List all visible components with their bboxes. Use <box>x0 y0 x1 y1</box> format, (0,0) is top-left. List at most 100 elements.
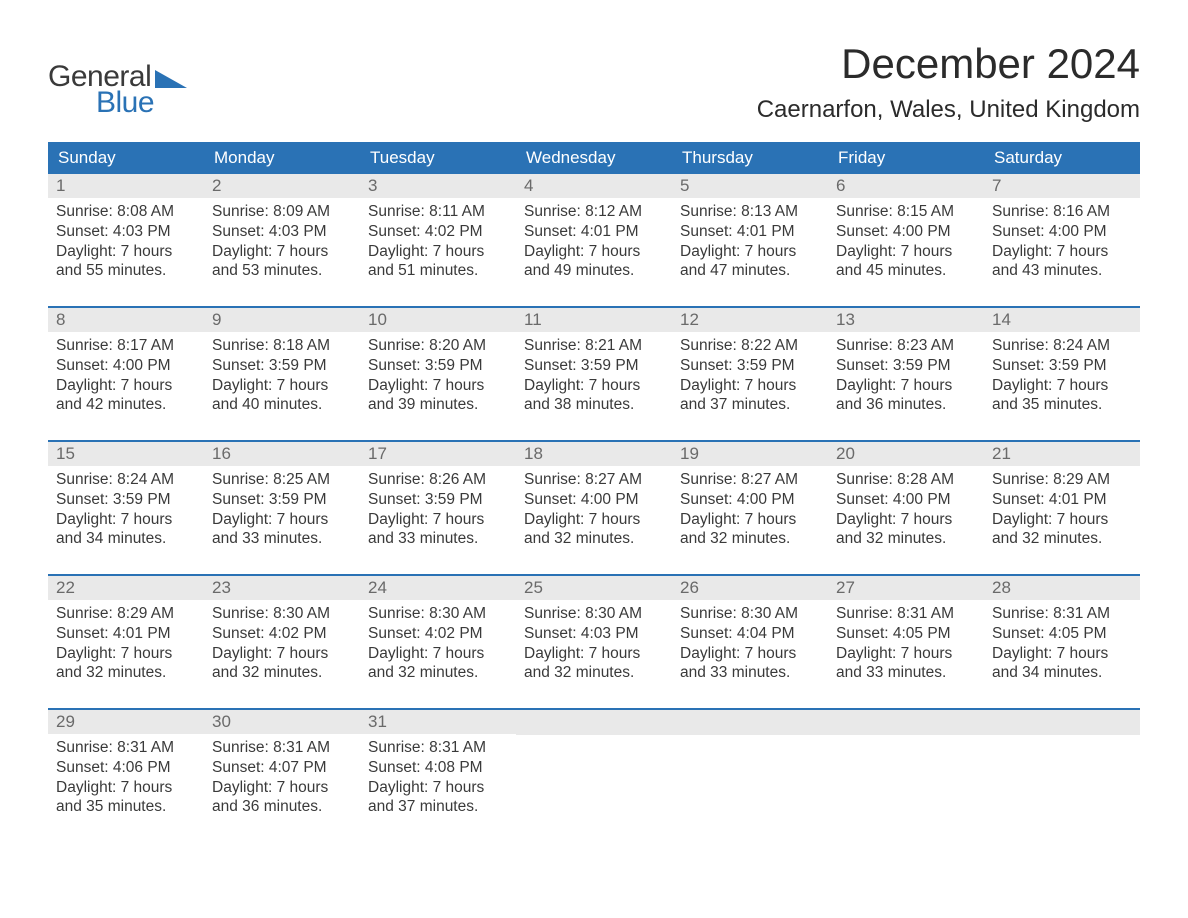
day-cell: 19Sunrise: 8:27 AMSunset: 4:00 PMDayligh… <box>672 442 828 560</box>
day-body: Sunrise: 8:31 AMSunset: 4:05 PMDaylight:… <box>984 600 1140 683</box>
daylight-text-2: and 32 minutes. <box>212 663 352 683</box>
day-body: Sunrise: 8:30 AMSunset: 4:02 PMDaylight:… <box>360 600 516 683</box>
sunrise-text: Sunrise: 8:17 AM <box>56 336 196 356</box>
daylight-text-1: Daylight: 7 hours <box>524 510 664 530</box>
daylight-text-2: and 33 minutes. <box>368 529 508 549</box>
daylight-text-2: and 35 minutes. <box>56 797 196 817</box>
day-cell: 28Sunrise: 8:31 AMSunset: 4:05 PMDayligh… <box>984 576 1140 694</box>
sunrise-text: Sunrise: 8:20 AM <box>368 336 508 356</box>
sunrise-text: Sunrise: 8:27 AM <box>524 470 664 490</box>
day-body: Sunrise: 8:16 AMSunset: 4:00 PMDaylight:… <box>984 198 1140 281</box>
day-body: Sunrise: 8:22 AMSunset: 3:59 PMDaylight:… <box>672 332 828 415</box>
day-body: Sunrise: 8:24 AMSunset: 3:59 PMDaylight:… <box>48 466 204 549</box>
daylight-text-2: and 51 minutes. <box>368 261 508 281</box>
sunset-text: Sunset: 4:00 PM <box>992 222 1132 242</box>
sunset-text: Sunset: 4:06 PM <box>56 758 196 778</box>
daylight-text-2: and 35 minutes. <box>992 395 1132 415</box>
day-number: 2 <box>204 174 360 198</box>
daylight-text-1: Daylight: 7 hours <box>992 510 1132 530</box>
day-body: Sunrise: 8:27 AMSunset: 4:00 PMDaylight:… <box>516 466 672 549</box>
location: Caernarfon, Wales, United Kingdom <box>757 96 1140 124</box>
day-body: Sunrise: 8:13 AMSunset: 4:01 PMDaylight:… <box>672 198 828 281</box>
dayheader-monday: Monday <box>204 142 360 174</box>
sunset-text: Sunset: 3:59 PM <box>836 356 976 376</box>
week-row: 29Sunrise: 8:31 AMSunset: 4:06 PMDayligh… <box>48 708 1140 828</box>
sunset-text: Sunset: 4:03 PM <box>524 624 664 644</box>
day-cell: 1Sunrise: 8:08 AMSunset: 4:03 PMDaylight… <box>48 174 204 292</box>
sunset-text: Sunset: 3:59 PM <box>212 356 352 376</box>
dayheader-tuesday: Tuesday <box>360 142 516 174</box>
sunrise-text: Sunrise: 8:31 AM <box>212 738 352 758</box>
daylight-text-2: and 33 minutes. <box>680 663 820 683</box>
daylight-text-1: Daylight: 7 hours <box>524 376 664 396</box>
title-block: December 2024 Caernarfon, Wales, United … <box>757 40 1140 124</box>
daylight-text-1: Daylight: 7 hours <box>680 510 820 530</box>
daylight-text-1: Daylight: 7 hours <box>836 644 976 664</box>
day-number: 7 <box>984 174 1140 198</box>
sunrise-text: Sunrise: 8:11 AM <box>368 202 508 222</box>
day-body: Sunrise: 8:23 AMSunset: 3:59 PMDaylight:… <box>828 332 984 415</box>
day-number: 28 <box>984 576 1140 600</box>
sunrise-text: Sunrise: 8:21 AM <box>524 336 664 356</box>
sunrise-text: Sunrise: 8:16 AM <box>992 202 1132 222</box>
day-body: Sunrise: 8:31 AMSunset: 4:07 PMDaylight:… <box>204 734 360 817</box>
daylight-text-2: and 38 minutes. <box>524 395 664 415</box>
daylight-text-2: and 36 minutes. <box>836 395 976 415</box>
daylight-text-2: and 49 minutes. <box>524 261 664 281</box>
sunrise-text: Sunrise: 8:25 AM <box>212 470 352 490</box>
day-number: 19 <box>672 442 828 466</box>
sunset-text: Sunset: 4:08 PM <box>368 758 508 778</box>
empty-daynum-bar <box>516 710 672 735</box>
sunset-text: Sunset: 4:01 PM <box>992 490 1132 510</box>
daylight-text-1: Daylight: 7 hours <box>368 510 508 530</box>
day-body: Sunrise: 8:30 AMSunset: 4:04 PMDaylight:… <box>672 600 828 683</box>
sunrise-text: Sunrise: 8:24 AM <box>992 336 1132 356</box>
week-row: 22Sunrise: 8:29 AMSunset: 4:01 PMDayligh… <box>48 574 1140 694</box>
day-cell: 4Sunrise: 8:12 AMSunset: 4:01 PMDaylight… <box>516 174 672 292</box>
sunrise-text: Sunrise: 8:31 AM <box>836 604 976 624</box>
sunset-text: Sunset: 4:02 PM <box>368 222 508 242</box>
daylight-text-2: and 47 minutes. <box>680 261 820 281</box>
daylight-text-1: Daylight: 7 hours <box>368 644 508 664</box>
daylight-text-1: Daylight: 7 hours <box>836 510 976 530</box>
day-cell: 2Sunrise: 8:09 AMSunset: 4:03 PMDaylight… <box>204 174 360 292</box>
sunrise-text: Sunrise: 8:29 AM <box>56 604 196 624</box>
day-number: 3 <box>360 174 516 198</box>
sunrise-text: Sunrise: 8:23 AM <box>836 336 976 356</box>
sunrise-text: Sunrise: 8:27 AM <box>680 470 820 490</box>
sunset-text: Sunset: 3:59 PM <box>212 490 352 510</box>
empty-daynum-bar <box>672 710 828 735</box>
day-cell: 11Sunrise: 8:21 AMSunset: 3:59 PMDayligh… <box>516 308 672 426</box>
daylight-text-1: Daylight: 7 hours <box>212 778 352 798</box>
day-number: 14 <box>984 308 1140 332</box>
day-cell: 30Sunrise: 8:31 AMSunset: 4:07 PMDayligh… <box>204 710 360 828</box>
day-cell: 5Sunrise: 8:13 AMSunset: 4:01 PMDaylight… <box>672 174 828 292</box>
day-number: 26 <box>672 576 828 600</box>
sunrise-text: Sunrise: 8:24 AM <box>56 470 196 490</box>
sunrise-text: Sunrise: 8:30 AM <box>212 604 352 624</box>
daylight-text-2: and 55 minutes. <box>56 261 196 281</box>
sunset-text: Sunset: 4:03 PM <box>212 222 352 242</box>
calendar: SundayMondayTuesdayWednesdayThursdayFrid… <box>48 142 1140 828</box>
daylight-text-2: and 33 minutes. <box>212 529 352 549</box>
daylight-text-2: and 32 minutes. <box>524 529 664 549</box>
daylight-text-2: and 53 minutes. <box>212 261 352 281</box>
sunrise-text: Sunrise: 8:22 AM <box>680 336 820 356</box>
daylight-text-2: and 32 minutes. <box>368 663 508 683</box>
sunrise-text: Sunrise: 8:15 AM <box>836 202 976 222</box>
sunrise-text: Sunrise: 8:08 AM <box>56 202 196 222</box>
empty-daynum-bar <box>828 710 984 735</box>
sunrise-text: Sunrise: 8:31 AM <box>368 738 508 758</box>
daylight-text-2: and 40 minutes. <box>212 395 352 415</box>
day-number: 31 <box>360 710 516 734</box>
day-cell: 27Sunrise: 8:31 AMSunset: 4:05 PMDayligh… <box>828 576 984 694</box>
day-number: 15 <box>48 442 204 466</box>
sunset-text: Sunset: 4:00 PM <box>56 356 196 376</box>
day-number: 11 <box>516 308 672 332</box>
day-body: Sunrise: 8:26 AMSunset: 3:59 PMDaylight:… <box>360 466 516 549</box>
daylight-text-2: and 34 minutes. <box>992 663 1132 683</box>
day-body: Sunrise: 8:11 AMSunset: 4:02 PMDaylight:… <box>360 198 516 281</box>
day-body: Sunrise: 8:15 AMSunset: 4:00 PMDaylight:… <box>828 198 984 281</box>
day-cell: 21Sunrise: 8:29 AMSunset: 4:01 PMDayligh… <box>984 442 1140 560</box>
sunset-text: Sunset: 3:59 PM <box>680 356 820 376</box>
